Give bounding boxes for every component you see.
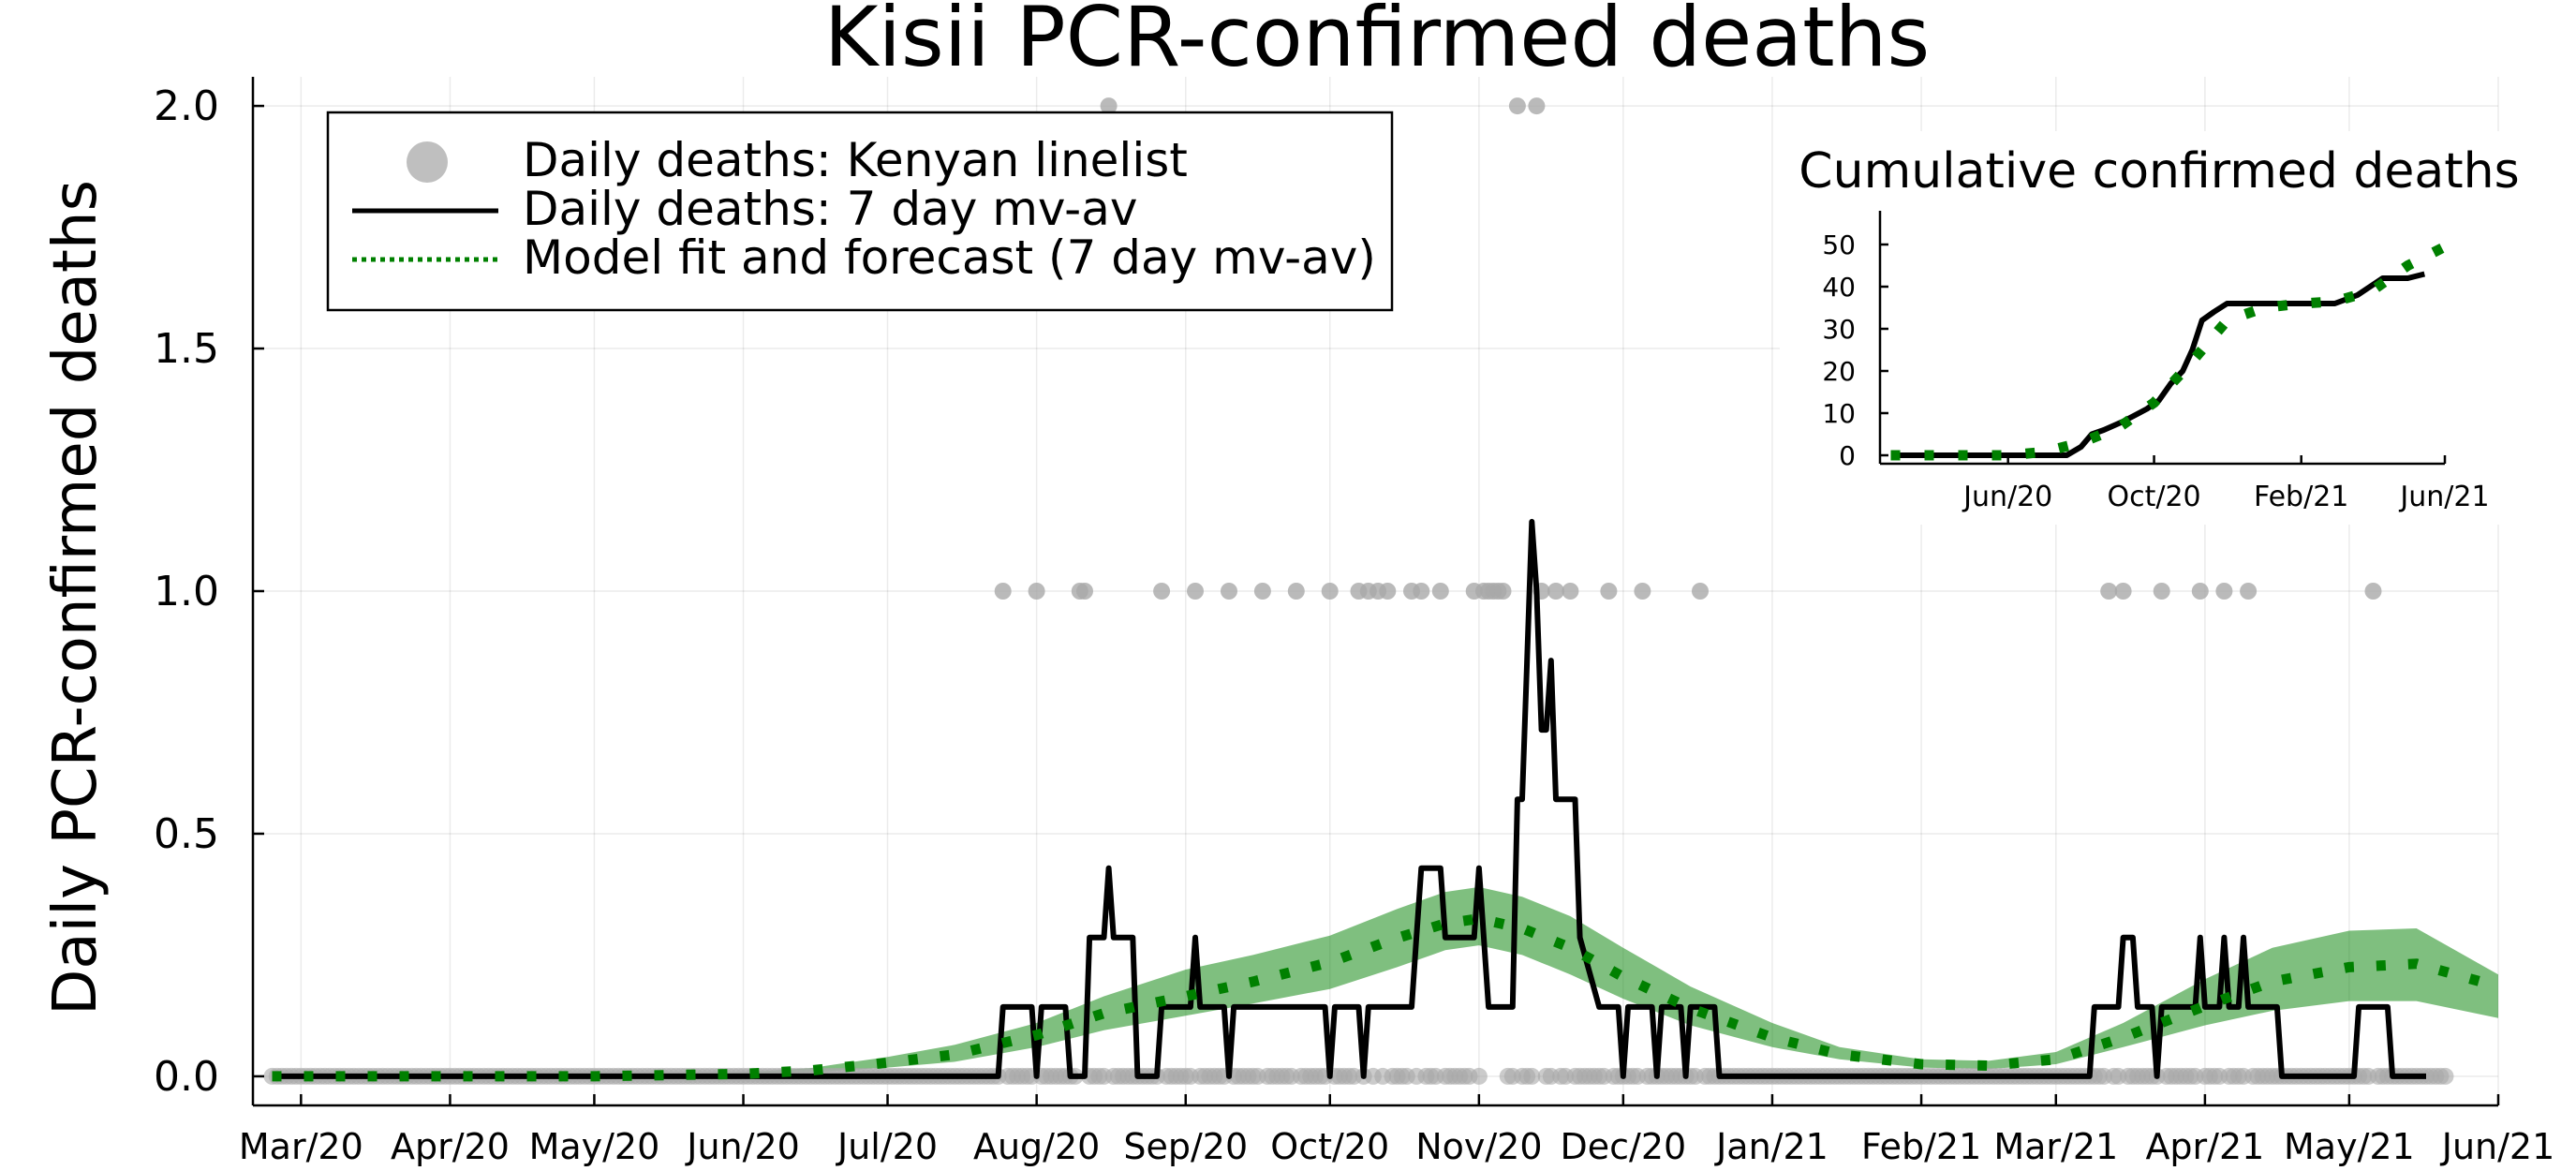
legend-label-mvav: Daily deaths: 7 day mv-av bbox=[523, 182, 1137, 236]
y-tick-label: 2.0 bbox=[154, 82, 219, 130]
x-tick-label: Jun/20 bbox=[685, 1126, 800, 1167]
linelist-point bbox=[1287, 583, 1305, 600]
inset-x-tick-label: Oct/20 bbox=[2107, 481, 2200, 513]
inset-title: Cumulative confirmed deaths bbox=[1799, 143, 2519, 200]
x-tick-label: Sep/20 bbox=[1123, 1126, 1248, 1167]
linelist-point bbox=[2240, 583, 2258, 600]
y-tick-label: 1.0 bbox=[154, 568, 219, 615]
linelist-point bbox=[1634, 583, 1651, 600]
inset-x-tick-label: Feb/21 bbox=[2254, 481, 2348, 513]
linelist-point bbox=[1692, 583, 1709, 600]
x-tick-label: Aug/20 bbox=[973, 1126, 1100, 1167]
linelist-point bbox=[2436, 1067, 2454, 1085]
linelist-point bbox=[2114, 583, 2132, 600]
x-tick-label: Apr/20 bbox=[391, 1126, 510, 1167]
linelist-point bbox=[1600, 583, 1618, 600]
inset-y-tick-label: 10 bbox=[1822, 398, 1856, 429]
inset-x-tick-label: Jun/21 bbox=[2398, 481, 2489, 513]
linelist-point bbox=[1528, 97, 1546, 115]
linelist-point bbox=[1523, 1067, 1541, 1085]
legend-label-linelist: Daily deaths: Kenyan linelist bbox=[523, 133, 1188, 187]
inset-y-tick-label: 50 bbox=[1822, 230, 1856, 260]
linelist-point bbox=[1221, 583, 1237, 600]
mvav-line bbox=[272, 518, 2426, 1079]
y-tick-label: 1.5 bbox=[154, 325, 219, 373]
linelist-point bbox=[2215, 583, 2233, 600]
y-tick-label: 0.0 bbox=[154, 1053, 219, 1101]
mvav-line-group bbox=[272, 518, 2426, 1079]
legend: Daily deaths: Kenyan linelist Daily deat… bbox=[326, 111, 1394, 312]
linelist-point bbox=[1508, 97, 1526, 115]
legend-box bbox=[326, 111, 1394, 312]
linelist-point bbox=[1494, 583, 1512, 600]
linelist-point bbox=[1562, 583, 1579, 600]
model-uncertainty-band bbox=[272, 886, 2498, 1076]
linelist-point bbox=[994, 583, 1012, 600]
x-tick-label: Jun/21 bbox=[2440, 1126, 2555, 1167]
y-tick-label: 0.5 bbox=[154, 810, 219, 858]
inset-tick-labels: Jun/20 Oct/20 Feb/21 Jun/21 0 10 20 30 40 50 bbox=[1822, 230, 2489, 513]
linelist-point bbox=[1253, 583, 1271, 600]
x-tick-label: Mar/21 bbox=[1993, 1126, 2118, 1167]
x-tick-label: Jan/21 bbox=[1714, 1126, 1828, 1167]
x-tick-label: May/20 bbox=[529, 1126, 660, 1167]
inset-x-tick-label: Jun/20 bbox=[1962, 481, 2052, 513]
linelist-point bbox=[2191, 583, 2209, 600]
inset-y-tick-label: 30 bbox=[1822, 314, 1856, 345]
x-tick-label: May/21 bbox=[2284, 1126, 2415, 1167]
inset-y-tick-label: 0 bbox=[1839, 440, 1856, 471]
linelist-point bbox=[2364, 583, 2382, 600]
linelist-point bbox=[1547, 583, 1564, 600]
linelist-point bbox=[2100, 583, 2118, 600]
model-band bbox=[272, 886, 2498, 1076]
main-tick-labels: Mar/20 Apr/20 May/20 Jun/20 Jul/20 Aug/20 Sep/… bbox=[154, 82, 2554, 1167]
main-axes bbox=[251, 77, 2500, 1107]
legend-marker-linelist bbox=[407, 141, 448, 183]
linelist-point bbox=[1470, 1067, 1488, 1085]
x-tick-label: Jul/20 bbox=[836, 1126, 938, 1167]
inset-chart: Cumulative confirmed deaths Jun/20 Oct/20… bbox=[1780, 131, 2529, 525]
x-tick-label: Oct/20 bbox=[1270, 1126, 1389, 1167]
linelist-point bbox=[1153, 583, 1171, 600]
x-tick-label: Dec/20 bbox=[1560, 1126, 1686, 1167]
linelist-point bbox=[1413, 583, 1430, 600]
x-tick-label: Mar/20 bbox=[239, 1126, 363, 1167]
linelist-point bbox=[1076, 583, 1093, 600]
x-tick-label: Nov/20 bbox=[1415, 1126, 1542, 1167]
linelist-point bbox=[1379, 583, 1397, 600]
inset-y-tick-label: 40 bbox=[1822, 272, 1856, 303]
x-tick-label: Apr/21 bbox=[2145, 1126, 2264, 1167]
inset-lines bbox=[1890, 242, 2448, 461]
chart-title: Kisii PCR-confirmed deaths bbox=[824, 0, 1931, 85]
linelist-point bbox=[2153, 583, 2170, 600]
linelist-point bbox=[1321, 583, 1339, 600]
x-tick-label: Feb/21 bbox=[1861, 1126, 1981, 1167]
y-axis-label: Daily PCR-confirmed deaths bbox=[41, 180, 111, 1015]
linelist-point bbox=[1187, 583, 1204, 600]
linelist-point bbox=[1028, 583, 1045, 600]
legend-label-model: Model fit and forecast (7 day mv-av) bbox=[523, 230, 1376, 285]
inset-y-tick-label: 20 bbox=[1822, 356, 1856, 387]
linelist-point bbox=[1431, 583, 1449, 600]
linelist-point bbox=[1100, 97, 1118, 115]
